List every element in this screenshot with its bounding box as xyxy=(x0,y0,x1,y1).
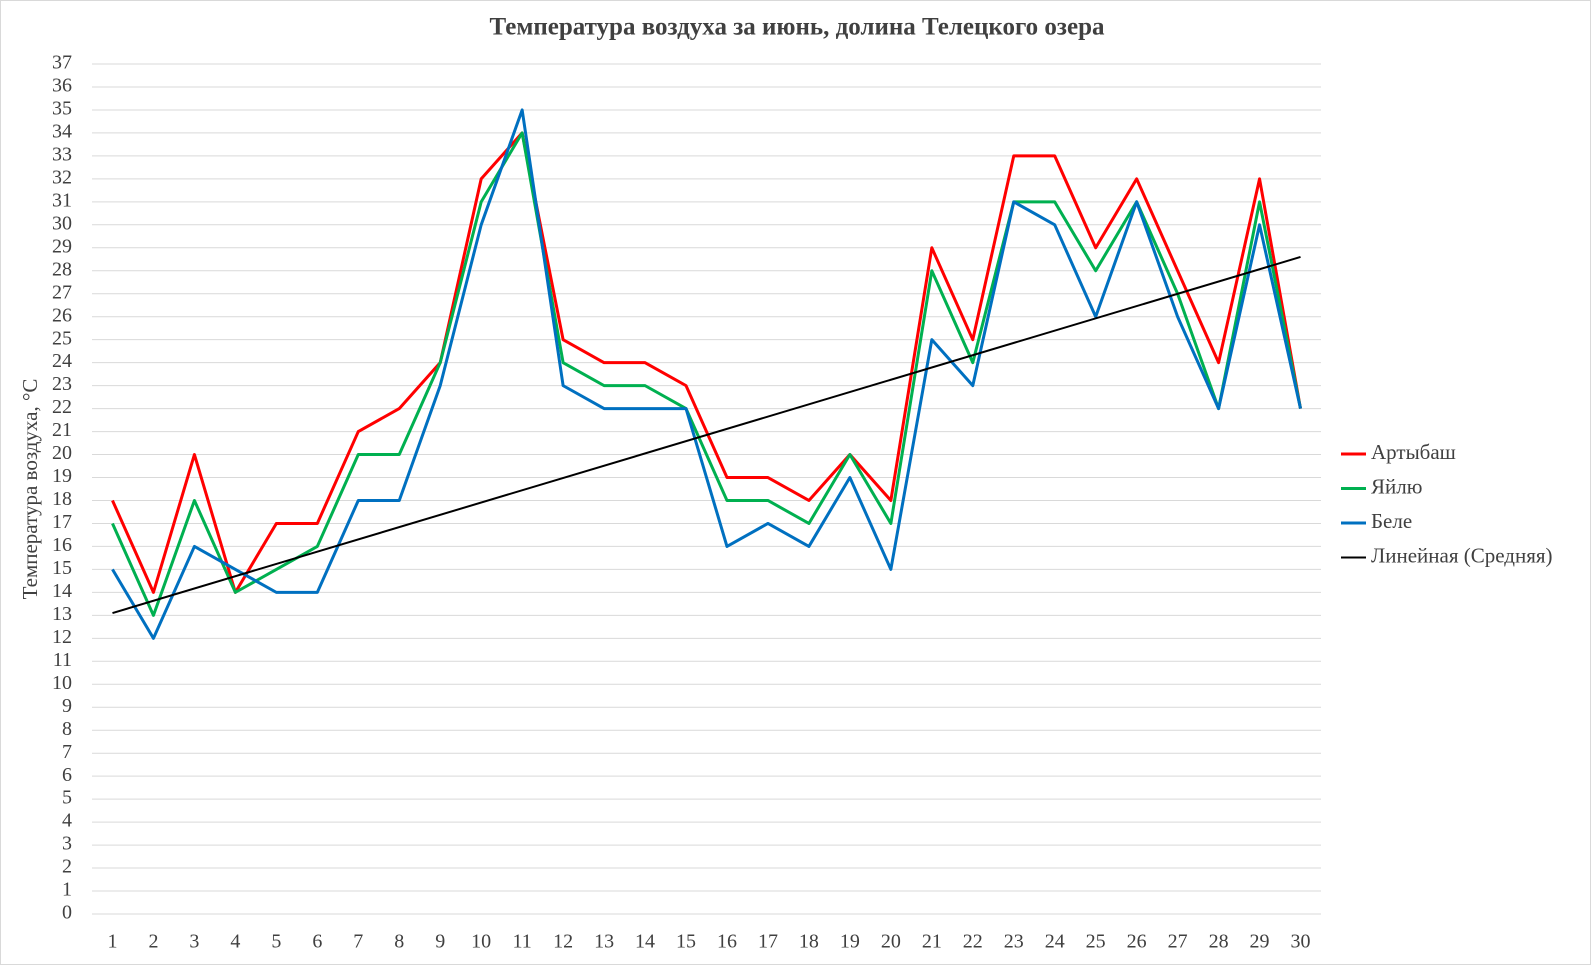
x-tick-label: 12 xyxy=(553,931,573,953)
y-tick-label: 13 xyxy=(52,603,72,625)
y-tick-label: 28 xyxy=(52,258,72,280)
y-axis-label: Температура воздуха, °C xyxy=(18,379,42,600)
x-tick-label: 17 xyxy=(758,931,778,953)
x-tick-label: 18 xyxy=(799,931,819,953)
x-tick-label: 27 xyxy=(1168,931,1188,953)
x-tick-label: 16 xyxy=(717,931,737,953)
y-tick-label: 35 xyxy=(52,98,72,120)
x-tick-label: 5 xyxy=(271,931,281,953)
x-tick-label: 25 xyxy=(1086,931,1106,953)
legend-label: Беле xyxy=(1371,509,1412,533)
trend-line xyxy=(112,256,1301,615)
x-tick-label: 22 xyxy=(963,931,983,953)
y-tick-label: 19 xyxy=(52,465,72,487)
x-tick-label: 20 xyxy=(881,931,901,953)
y-tick-label: 14 xyxy=(52,580,72,602)
x-tick-label: 9 xyxy=(435,931,445,953)
y-tick-label: 22 xyxy=(52,396,72,418)
y-tick-label: 1 xyxy=(62,879,72,901)
y-tick-label: 15 xyxy=(52,557,72,579)
y-tick-label: 25 xyxy=(52,327,72,349)
legend-label: Яйлю xyxy=(1371,474,1422,498)
y-tick-label: 18 xyxy=(52,488,72,510)
legend-label: Линейная (Средняя) xyxy=(1371,543,1553,567)
x-tick-label: 4 xyxy=(230,931,240,953)
x-tick-label: 10 xyxy=(471,931,491,953)
x-tick-label: 14 xyxy=(635,931,655,953)
x-tick-label: 13 xyxy=(594,931,614,953)
x-tick-label: 7 xyxy=(353,931,363,953)
y-tick-label: 16 xyxy=(52,534,72,556)
y-tick-label: 33 xyxy=(52,143,72,165)
y-tick-label: 2 xyxy=(62,856,72,878)
x-tick-label: 24 xyxy=(1045,931,1065,953)
x-tick-label: 6 xyxy=(312,931,322,953)
y-tick-label: 29 xyxy=(52,235,72,257)
x-tick-label: 30 xyxy=(1291,931,1311,953)
series-line xyxy=(111,108,1302,640)
y-tick-label: 9 xyxy=(62,695,72,717)
y-tick-label: 30 xyxy=(52,212,72,234)
y-tick-label: 3 xyxy=(62,833,72,855)
y-tick-label: 8 xyxy=(62,718,72,740)
y-tick-label: 4 xyxy=(62,810,72,832)
x-tick-label: 2 xyxy=(148,931,158,953)
y-tick-label: 27 xyxy=(52,281,72,303)
y-tick-label: 37 xyxy=(52,52,72,74)
y-tick-label: 26 xyxy=(52,304,72,326)
x-tick-label: 29 xyxy=(1250,931,1270,953)
y-tick-label: 32 xyxy=(52,166,72,188)
x-tick-label: 15 xyxy=(676,931,696,953)
y-tick-label: 0 xyxy=(62,902,72,924)
y-tick-label: 20 xyxy=(52,442,72,464)
y-tick-label: 12 xyxy=(52,626,72,648)
y-tick-label: 11 xyxy=(53,649,72,671)
y-tick-label: 36 xyxy=(52,75,72,97)
x-tick-label: 21 xyxy=(922,931,942,953)
y-tick-label: 21 xyxy=(52,419,72,441)
x-tick-label: 28 xyxy=(1209,931,1229,953)
x-tick-label: 23 xyxy=(1004,931,1024,953)
x-tick-label: 1 xyxy=(107,931,117,953)
y-tick-label: 23 xyxy=(52,373,72,395)
y-tick-label: 10 xyxy=(52,672,72,694)
x-tick-label: 8 xyxy=(394,931,404,953)
x-tick-label: 26 xyxy=(1127,931,1147,953)
series-line xyxy=(111,131,1302,617)
y-tick-label: 31 xyxy=(52,189,72,211)
y-tick-label: 5 xyxy=(62,787,72,809)
y-tick-label: 17 xyxy=(52,511,72,533)
y-tick-label: 24 xyxy=(52,350,72,372)
x-tick-label: 19 xyxy=(840,931,860,953)
y-tick-label: 6 xyxy=(62,764,72,786)
y-tick-label: 7 xyxy=(62,741,72,763)
series-line xyxy=(111,131,1302,594)
legend-label: Артыбаш xyxy=(1371,440,1456,464)
chart-title: Температура воздуха за июнь, долина Теле… xyxy=(490,14,1105,41)
x-tick-label: 11 xyxy=(513,931,532,953)
x-tick-label: 3 xyxy=(189,931,199,953)
y-tick-label: 34 xyxy=(52,121,72,143)
